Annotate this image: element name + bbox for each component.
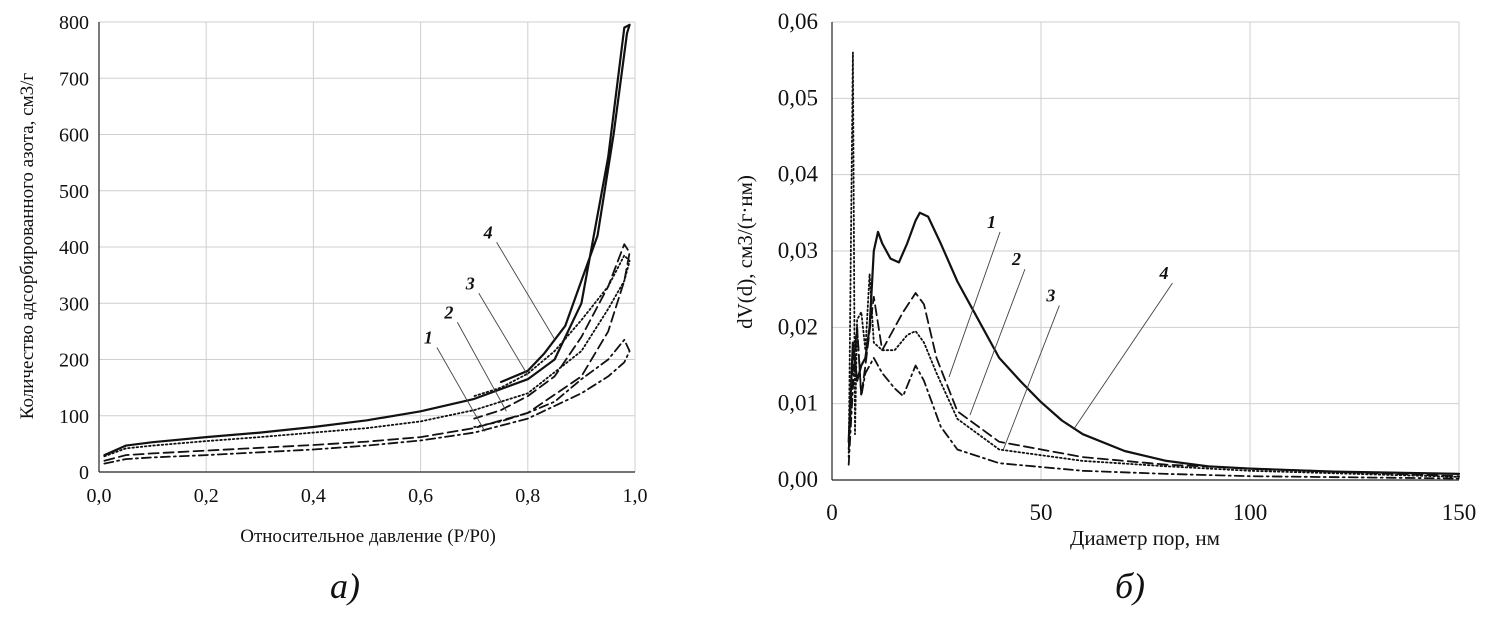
series-line-4 bbox=[103, 23, 631, 457]
y-tick-label: 500 bbox=[59, 181, 89, 203]
x-tick-label: 150 bbox=[1442, 500, 1477, 525]
x-tick-label: 50 bbox=[1030, 500, 1053, 525]
y-tick-label: 0,06 bbox=[778, 9, 818, 34]
chart-b-annotations: 12 3 4 bbox=[948, 212, 1173, 450]
chart-panel-a: 0,0 0,2 0,4 0,6 0,8 1,0 0 100 200 300 400 500 600 70… bbox=[17, 12, 648, 606]
y-tick-label: 0,05 bbox=[778, 85, 818, 110]
y-tick-label: 400 bbox=[59, 237, 89, 259]
annotation-leader-2 bbox=[969, 268, 1026, 416]
annotation-leader-1 bbox=[436, 347, 486, 432]
y-tick-label: 0,01 bbox=[778, 391, 818, 416]
y-tick-label: 700 bbox=[59, 68, 89, 90]
x-tick-label: 0,2 bbox=[194, 485, 219, 507]
annotation-label-2: 2 bbox=[443, 302, 453, 322]
series-line-1 bbox=[847, 326, 1460, 480]
y-tick-label: 200 bbox=[59, 350, 89, 372]
x-tick-label: 0,4 bbox=[301, 485, 326, 507]
x-tick-label: 0 bbox=[826, 500, 838, 525]
x-tick-label: 0,8 bbox=[515, 485, 540, 507]
chart-b-panel-label: б) bbox=[1115, 566, 1145, 606]
y-tick-label: 300 bbox=[59, 293, 89, 315]
annotation-label-1: 1 bbox=[987, 212, 996, 232]
chart-a-y-axis-label: Количество адсорбированного азота, см3/г bbox=[17, 73, 38, 420]
chart-b-series bbox=[847, 51, 1461, 480]
y-tick-label: 0,03 bbox=[778, 238, 818, 263]
chart-b-x-axis-label: Диаметр пор, нм bbox=[1070, 526, 1220, 550]
series-line-3 bbox=[103, 254, 631, 458]
chart-a-x-tick-labels: 0,0 0,2 0,4 0,6 0,8 1,0 bbox=[87, 485, 648, 507]
chart-b-y-axis-label: dV(d), см3/(г·нм) bbox=[733, 175, 757, 329]
x-tick-label: 0,0 bbox=[87, 485, 112, 507]
chart-b-y-tick-labels: 0,00 0,01 0,02 0,03 0,04 0,05 0,06 bbox=[778, 9, 819, 492]
annotation-leader-4 bbox=[1074, 282, 1173, 429]
annotation-leader-1 bbox=[948, 231, 1001, 378]
series-line-2 bbox=[103, 243, 631, 462]
annotation-label-4: 4 bbox=[1158, 263, 1168, 283]
chart-a-panel-label: a) bbox=[330, 566, 360, 606]
series-line-1 bbox=[103, 338, 631, 465]
annotation-label-1: 1 bbox=[424, 328, 433, 348]
y-tick-label: 0,00 bbox=[778, 467, 818, 492]
annotation-label-2: 2 bbox=[1011, 249, 1021, 269]
annotation-label-4: 4 bbox=[483, 222, 493, 242]
chart-panel-b: 0 50 100 150 0,00 0,01 0,02 0,03 0,04 0,05 0,06 1… bbox=[733, 9, 1476, 606]
y-tick-label: 0 bbox=[79, 462, 89, 484]
y-tick-label: 0,04 bbox=[778, 162, 819, 187]
chart-a-annotations: 123 4 bbox=[424, 222, 555, 432]
chart-b-x-tick-labels: 0 50 100 150 bbox=[826, 500, 1476, 525]
chart-a-y-tick-labels: 0 100 200 300 400 500 600 700 800 bbox=[59, 12, 89, 484]
annotation-label-3: 3 bbox=[465, 273, 475, 293]
annotation-leader-4 bbox=[496, 242, 555, 340]
x-tick-label: 1,0 bbox=[623, 485, 648, 507]
y-tick-label: 0,02 bbox=[778, 314, 818, 339]
y-tick-label: 600 bbox=[59, 125, 89, 147]
x-tick-label: 0,6 bbox=[408, 485, 433, 507]
series-line-4 bbox=[847, 211, 1461, 475]
chart-b-axes bbox=[831, 22, 1459, 481]
chart-a-axes bbox=[98, 22, 635, 473]
y-tick-label: 100 bbox=[59, 406, 89, 428]
series-line-3 bbox=[847, 51, 1460, 478]
series-line-2 bbox=[847, 292, 1460, 478]
annotation-leader-2 bbox=[456, 322, 507, 412]
x-tick-label: 100 bbox=[1233, 500, 1268, 525]
y-tick-label: 800 bbox=[59, 12, 89, 34]
annotation-leader-3 bbox=[1002, 305, 1060, 450]
chart-b-grid bbox=[832, 21, 1460, 480]
annotation-leader-3 bbox=[478, 293, 529, 376]
annotation-label-3: 3 bbox=[1045, 285, 1055, 305]
chart-a-series bbox=[103, 23, 631, 465]
chart-a-grid bbox=[99, 21, 636, 472]
chart-a-x-axis-label: Относительное давление (P/P0) bbox=[240, 526, 496, 547]
